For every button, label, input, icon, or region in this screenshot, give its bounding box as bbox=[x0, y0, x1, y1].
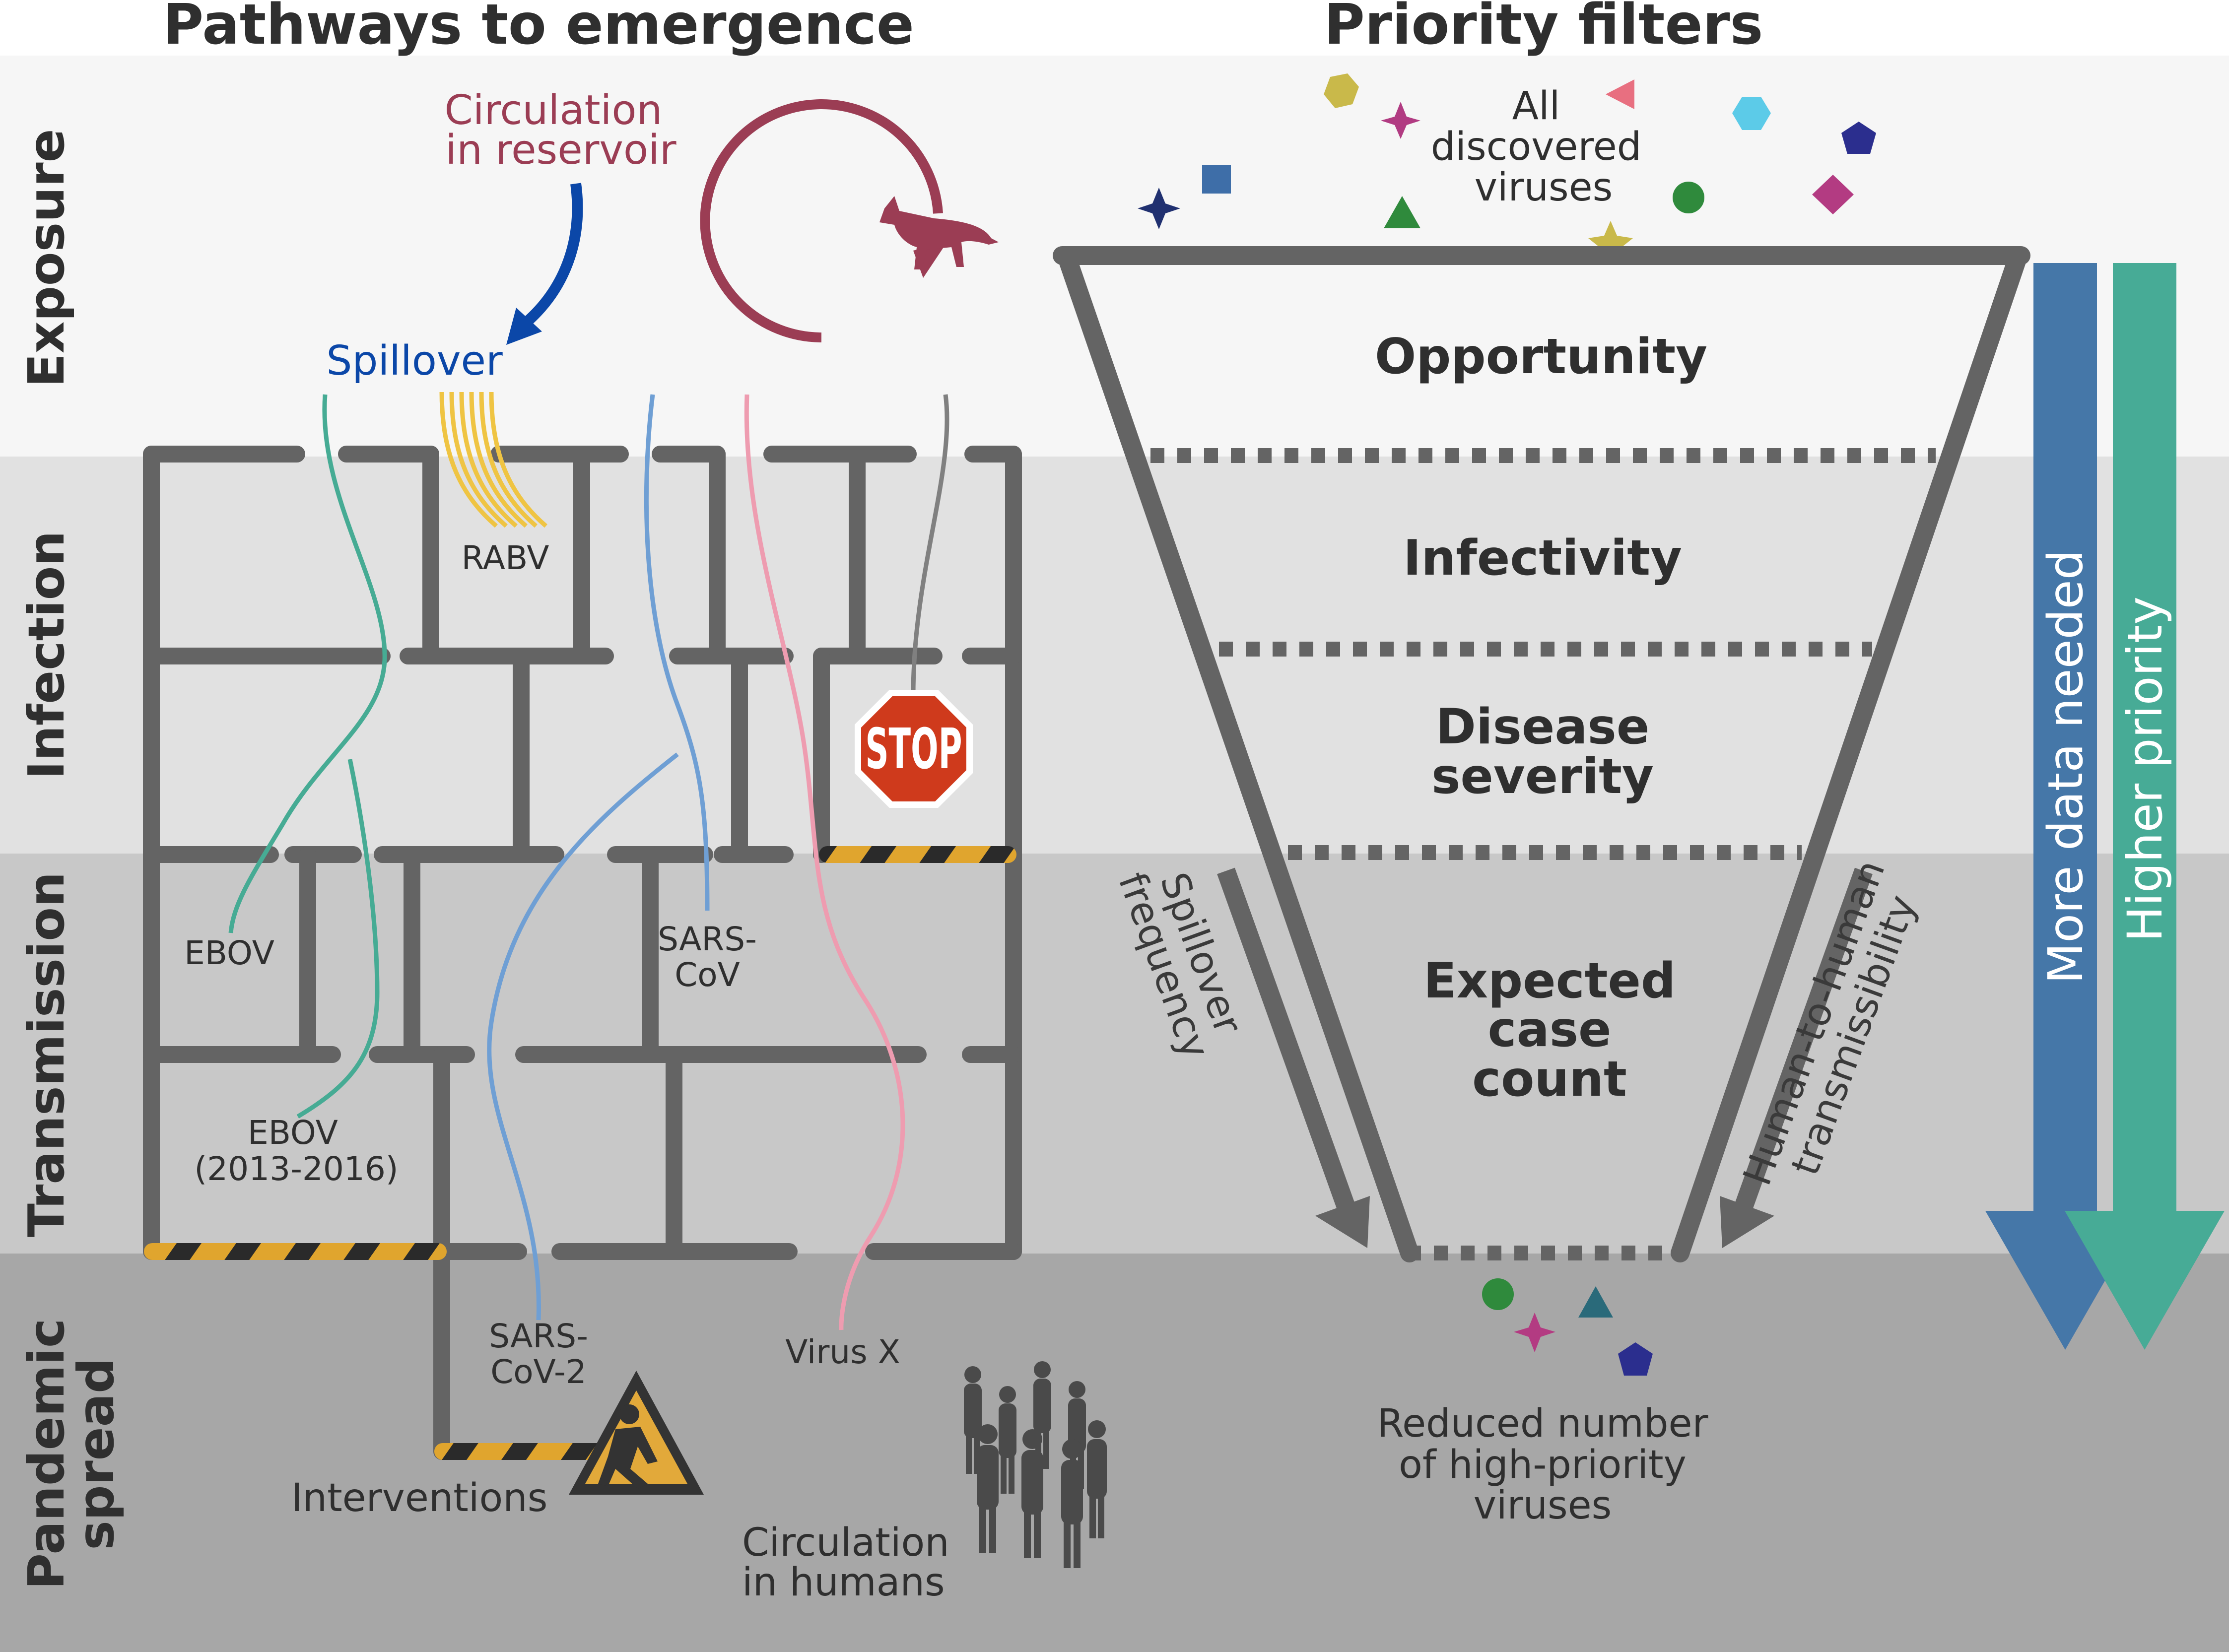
virus-paths bbox=[228, 392, 949, 1330]
virusx-path bbox=[744, 394, 905, 1330]
band-label-spread: spread bbox=[67, 1358, 125, 1550]
priority-funnel bbox=[1053, 246, 2030, 1262]
band-label-exposure: Exposure bbox=[17, 129, 75, 388]
filter-expected-line3: count bbox=[1472, 1051, 1627, 1108]
filter-severity-line2: severity bbox=[1431, 748, 1654, 805]
sarscov-path bbox=[644, 394, 710, 911]
virus-pentagon-icon bbox=[1618, 1342, 1653, 1376]
stop-sign-text: STOP bbox=[866, 717, 962, 782]
filter-expected-line2: case bbox=[1487, 1001, 1611, 1058]
all-viruses-label-line1: All bbox=[1512, 84, 1560, 129]
spillover-arrow: Spillover bbox=[326, 183, 583, 385]
virus-star-icon bbox=[1588, 221, 1633, 263]
reduced-label-line1: Reduced number bbox=[1377, 1401, 1708, 1446]
animal-reservoir-icon bbox=[879, 196, 999, 269]
virus-diamond-icon bbox=[1812, 175, 1854, 214]
humans-label-line2: in humans bbox=[742, 1560, 945, 1605]
hazard-barriers bbox=[144, 846, 1016, 1460]
reduced-label-line2: of high-priority bbox=[1399, 1443, 1687, 1487]
virus-circle-icon bbox=[1482, 1278, 1514, 1310]
filter-infectivity: Infectivity bbox=[1403, 530, 1682, 587]
ebov-outbreak-label-line2: (2013-2016) bbox=[194, 1150, 398, 1188]
rabv-label: RABV bbox=[462, 539, 549, 577]
right-section-title: Priority filters bbox=[1324, 0, 1763, 57]
sarscov-label-line2: CoV bbox=[675, 956, 740, 994]
filter-severity-line1: Disease bbox=[1436, 699, 1650, 755]
all-viruses-label-line2: discovered bbox=[1431, 125, 1641, 169]
sarscov-label-line1: SARS- bbox=[658, 920, 757, 958]
band-label-transmission: Transmission bbox=[17, 872, 75, 1237]
higher-priority-arrow bbox=[2065, 263, 2225, 1350]
pandemic-band bbox=[0, 1254, 2229, 1652]
virus-hexagon-icon bbox=[1732, 97, 1771, 130]
virus-circle-icon bbox=[1673, 182, 1704, 213]
reservoir-label-line1: Circulation bbox=[444, 87, 662, 134]
hazard-barrier-interventions bbox=[434, 1443, 606, 1460]
left-section-title: Pathways to emergence bbox=[163, 0, 914, 57]
spillover-frequency-arrow bbox=[1217, 867, 1370, 1248]
stop-sign-icon: STOP bbox=[855, 690, 973, 808]
all-viruses-label-line3: viruses bbox=[1475, 165, 1613, 210]
virus-triangle-icon bbox=[1606, 79, 1634, 109]
ebov-label: EBOV bbox=[184, 934, 274, 972]
stopped-virus-path bbox=[911, 394, 949, 695]
virus-star-icon bbox=[1381, 102, 1420, 139]
sarscov2-label-line1: SARS- bbox=[489, 1317, 588, 1355]
hazard-barrier-stop bbox=[819, 846, 1016, 863]
high-priority-virus-shapes bbox=[1482, 1278, 1653, 1376]
virus-star-icon bbox=[1514, 1313, 1555, 1352]
ebov-path bbox=[228, 394, 387, 1119]
human-crowd-icon bbox=[964, 1361, 1107, 1568]
hazard-barrier-bottom bbox=[144, 1243, 447, 1260]
ebov-outbreak-label-line1: EBOV bbox=[248, 1114, 338, 1152]
virus-triangle-icon bbox=[1384, 196, 1420, 228]
transmissibility-arrow bbox=[1720, 867, 1873, 1248]
interventions-label: Interventions bbox=[291, 1476, 548, 1520]
reservoir-label-line2: in reservoir bbox=[445, 127, 676, 174]
reservoir-cycle: Circulation in reservoir bbox=[444, 87, 999, 342]
filter-opportunity: Opportunity bbox=[1375, 329, 1707, 385]
spillover-label: Spillover bbox=[326, 337, 503, 385]
virus-star-icon bbox=[1138, 188, 1180, 229]
reduced-label-line3: viruses bbox=[1474, 1483, 1612, 1528]
humans-label-line1: Circulation bbox=[742, 1520, 949, 1565]
virusx-label: Virus X bbox=[785, 1333, 900, 1371]
virus-hexagon-icon bbox=[1324, 73, 1359, 108]
sarscov2-path bbox=[487, 752, 679, 1321]
more-data-needed-label: More data needed bbox=[2038, 549, 2094, 984]
discovered-virus-shapes bbox=[1138, 73, 1876, 263]
virus-pentagon-icon bbox=[1841, 122, 1876, 154]
filter-expected-line1: Expected bbox=[1423, 953, 1676, 1009]
band-label-pandemic: Pandemic bbox=[17, 1319, 75, 1589]
construction-worker-icon bbox=[569, 1371, 704, 1495]
virus-square-icon bbox=[1202, 165, 1231, 194]
sarscov2-label-line2: CoV-2 bbox=[490, 1353, 587, 1391]
band-label-infection: Infection bbox=[17, 531, 75, 780]
higher-priority-label: Higher priority bbox=[2117, 596, 2173, 942]
rabv-path bbox=[439, 392, 547, 528]
virus-triangle-icon bbox=[1578, 1286, 1613, 1318]
